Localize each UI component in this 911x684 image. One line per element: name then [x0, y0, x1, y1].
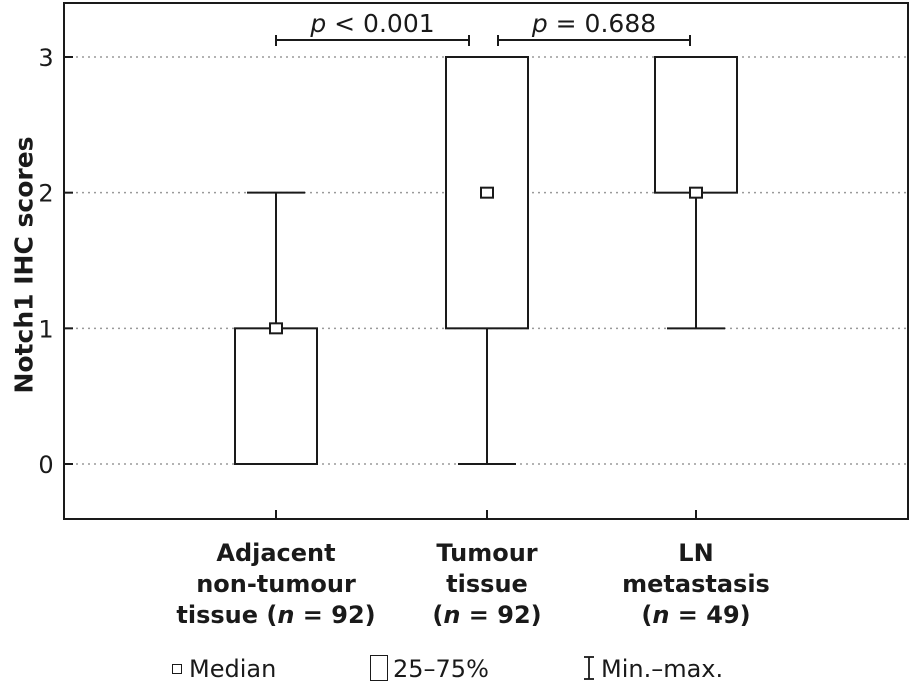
y-tick-label: 3: [38, 44, 53, 72]
n-symbol: n: [443, 601, 461, 629]
y-tick-label: 0: [38, 451, 53, 479]
category-count-prefix: (: [641, 601, 653, 629]
median-marker: [269, 322, 283, 335]
category-line: metastasis: [622, 570, 770, 598]
legend-label: Median: [189, 655, 277, 683]
category-label-adjacent: Adjacent non-tumour tissue (n = 92): [156, 538, 396, 631]
p-value-text: < 0.001: [326, 9, 434, 38]
category-count-prefix: (: [432, 601, 444, 629]
box-marker-icon: [370, 655, 388, 681]
y-tick-label: 2: [38, 180, 53, 208]
p-value-label: p < 0.001: [309, 9, 434, 38]
p-value-text: = 0.688: [548, 9, 656, 38]
p-value-label: p = 0.688: [531, 9, 656, 38]
legend-label: Min.–max.: [601, 655, 724, 683]
category-line: non-tumour: [196, 570, 356, 598]
legend-item-box: 25–75%: [370, 654, 489, 684]
category-label-ln-metastasis: LN metastasis (n = 49): [576, 538, 816, 631]
category-count-value: = 92): [460, 601, 542, 629]
iqr-box: [234, 327, 318, 466]
legend-item-median: Median: [172, 654, 276, 684]
category-count-value: = 92): [294, 601, 376, 629]
category-label-tumour: Tumour tissue (n = 92): [367, 538, 607, 631]
category-count: (n = 92): [367, 600, 607, 631]
category-line: tissue: [446, 570, 528, 598]
n-symbol: n: [277, 601, 295, 629]
median-marker: [689, 186, 703, 199]
category-count-prefix: tissue (: [176, 601, 278, 629]
median-marker: [480, 186, 494, 199]
iqr-box: [654, 56, 738, 194]
legend-item-range: Min.–max.: [583, 654, 723, 684]
y-axis-label: Notch1 IHC scores: [9, 136, 39, 394]
p-symbol: p: [309, 9, 326, 38]
legend-label: 25–75%: [393, 655, 489, 683]
category-line: Adjacent: [216, 539, 336, 567]
n-symbol: n: [652, 601, 670, 629]
category-count-value: = 49): [669, 601, 751, 629]
whisker-marker-icon: [584, 656, 594, 680]
median-marker-icon: [172, 663, 182, 674]
category-line: Tumour: [436, 539, 538, 567]
p-symbol: p: [531, 9, 548, 38]
y-tick-label: 1: [38, 315, 53, 343]
category-count: tissue (n = 92): [156, 600, 396, 631]
category-count: (n = 49): [576, 600, 816, 631]
category-line: LN: [678, 539, 714, 567]
